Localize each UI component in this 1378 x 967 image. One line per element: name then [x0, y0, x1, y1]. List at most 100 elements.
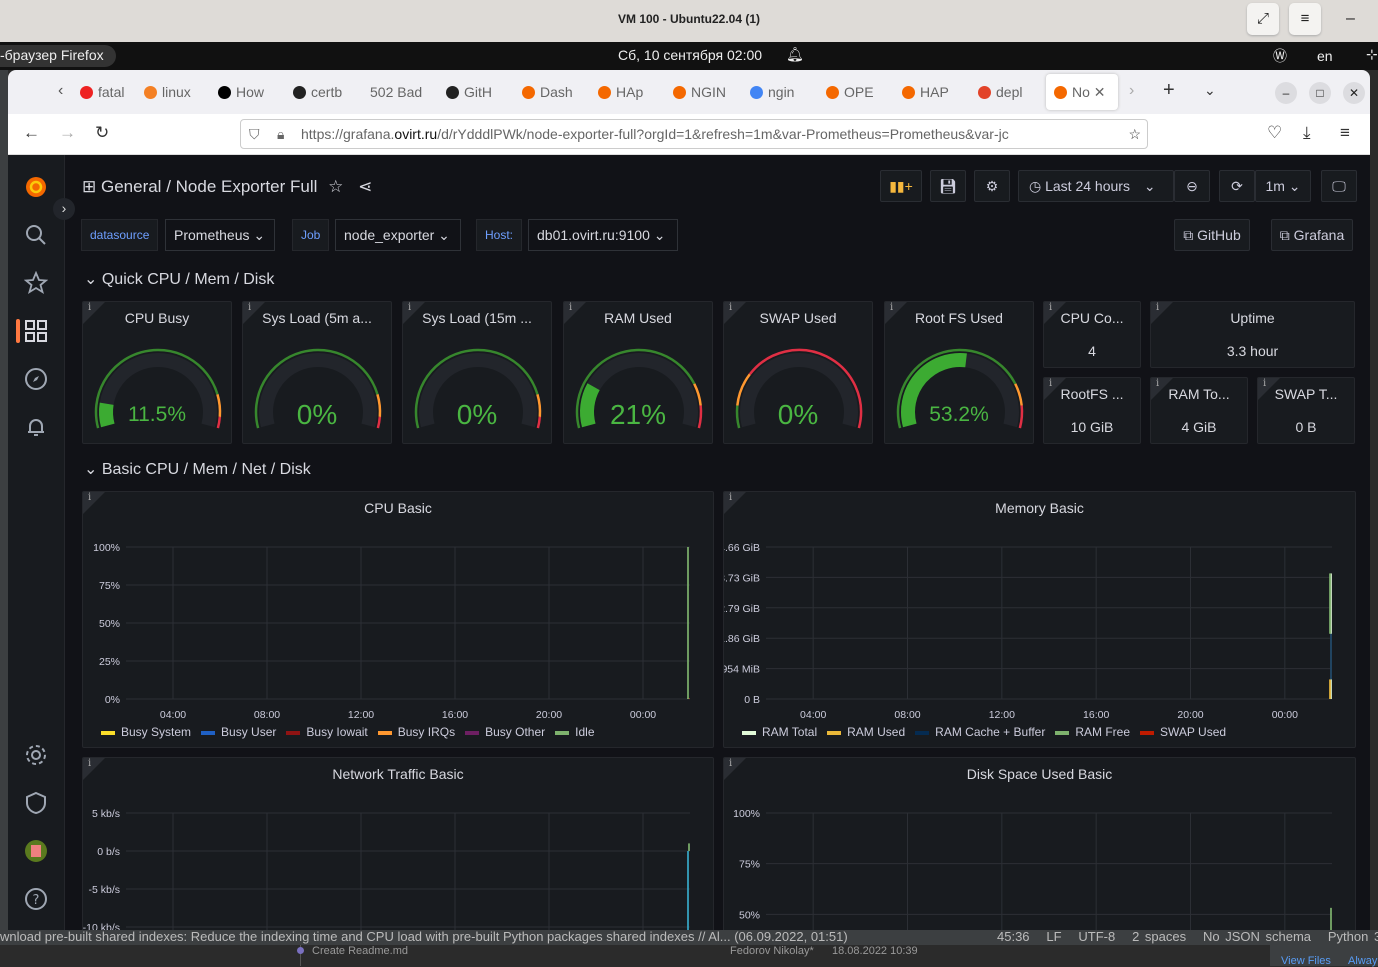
keyboard-layout[interactable]: en — [1317, 48, 1333, 64]
info-icon[interactable]: i — [1044, 378, 1066, 400]
shield-icon[interactable]: ⛉ — [249, 126, 260, 142]
browser-tab[interactable]: HAp — [598, 80, 662, 104]
window-maximize-icon[interactable]: □ — [1309, 82, 1331, 104]
tab-list-chevron-icon[interactable]: ⌄ — [1204, 82, 1216, 98]
legend-item[interactable]: Busy Other — [465, 725, 545, 739]
browser-tab[interactable]: NGIN — [673, 80, 737, 104]
browser-tab[interactable]: Dash — [522, 80, 586, 104]
encoding[interactable]: UTF-8 — [1078, 930, 1116, 944]
caret-position[interactable]: 45:36 — [997, 930, 1030, 944]
window-close-icon[interactable]: ✕ — [1343, 82, 1365, 104]
clock[interactable]: Сб, 10 сентября 02:00 — [618, 47, 763, 63]
browser-tab[interactable]: No ✕ — [1046, 74, 1118, 110]
forward-icon[interactable]: → — [59, 123, 76, 142]
panel-title[interactable]: CPU Co... — [1060, 310, 1124, 326]
browser-tab[interactable]: ngin — [750, 80, 814, 104]
expand-sidebar-button[interactable]: › — [53, 198, 75, 220]
panel-title[interactable]: Disk Space Used Basic — [966, 766, 1113, 782]
browser-tab[interactable]: How — [218, 80, 282, 104]
lock-icon[interactable]: 🔒︎ — [277, 126, 285, 142]
var-datasource-select[interactable]: Prometheus ⌄ — [165, 219, 275, 251]
legend-item[interactable]: RAM Free — [1055, 725, 1130, 739]
time-picker[interactable]: ◷ Last 24 hours ⌄ — [1018, 170, 1174, 202]
shield-icon[interactable] — [24, 791, 48, 815]
refresh-icon[interactable]: ⟳ — [1219, 170, 1255, 202]
info-icon[interactable]: i — [724, 492, 746, 514]
info-icon[interactable]: i — [243, 302, 265, 324]
row-quick-cpu-mem-disk[interactable]: ⌄ Quick CPU / Mem / Disk — [84, 271, 275, 288]
info-icon[interactable]: i — [83, 302, 105, 324]
close-tab-icon[interactable]: ✕ — [1089, 84, 1106, 100]
app-menu-icon[interactable]: ≡ — [1340, 123, 1350, 142]
tabs-scroll-right-icon[interactable]: › — [1129, 82, 1135, 99]
minimize-icon[interactable]: – — [1346, 10, 1355, 27]
avatar[interactable] — [24, 839, 48, 863]
alerting-bell-icon[interactable] — [24, 415, 48, 439]
row-basic-cpu-mem-net-disk[interactable]: ⌄ Basic CPU / Mem / Net / Disk — [84, 461, 311, 478]
panel-title[interactable]: SWAP T... — [1274, 386, 1338, 402]
panel-title[interactable]: CPU Busy — [124, 310, 190, 326]
help-icon[interactable]: ? — [24, 887, 48, 911]
legend-item[interactable]: Idle — [555, 725, 595, 739]
refresh-interval-picker[interactable]: 1m ⌄ — [1255, 170, 1311, 202]
legend-item[interactable]: SWAP Used — [1140, 725, 1226, 739]
json-schema[interactable]: No JSON schema — [1202, 930, 1312, 944]
bell-icon[interactable]: 🔔︎ — [786, 46, 804, 62]
line-ending[interactable]: LF — [1046, 930, 1062, 944]
legend-item[interactable]: RAM Total — [742, 725, 817, 739]
info-icon[interactable]: i — [83, 492, 105, 514]
breadcrumb-folder[interactable]: General — [100, 177, 162, 196]
info-icon[interactable]: i — [564, 302, 586, 324]
info-icon[interactable]: i — [724, 302, 746, 324]
search-icon[interactable] — [24, 223, 48, 247]
tabs-scroll-left-icon[interactable]: ‹ — [58, 82, 64, 99]
active-app[interactable]: -браузер Firefox — [0, 45, 116, 67]
link-github-button[interactable]: ⧉ GitHub — [1174, 219, 1250, 251]
network-icon[interactable]: ⊹ — [1366, 46, 1378, 62]
info-icon[interactable]: i — [1151, 378, 1173, 400]
interpreter[interactable]: Python 3. — [1327, 930, 1378, 944]
add-panel-button[interactable]: ▮▮+ — [880, 170, 922, 202]
share-icon[interactable]: ⋖ — [358, 177, 373, 196]
legend-item[interactable]: RAM Cache + Buffer — [915, 725, 1045, 739]
browser-tab[interactable]: linux — [144, 80, 208, 104]
tv-mode-icon[interactable]: 🖵 — [1321, 170, 1357, 202]
legend-item[interactable]: Busy System — [101, 725, 191, 739]
browser-tab[interactable]: 502 Bad — [370, 80, 434, 104]
legend-item[interactable]: Busy Iowait — [286, 725, 368, 739]
info-icon[interactable]: i — [724, 758, 746, 780]
view-files-link[interactable]: View Files — [1281, 955, 1331, 967]
legend-item[interactable]: Busy User — [201, 725, 276, 739]
back-icon[interactable]: ← — [23, 123, 40, 142]
bookmark-star-icon[interactable]: ☆ — [1124, 120, 1141, 148]
reload-icon[interactable]: ↻ — [95, 123, 110, 142]
browser-tab[interactable]: depl — [978, 80, 1042, 104]
browser-tab[interactable]: OPE — [826, 80, 890, 104]
fullscreen-icon[interactable]: ⤢ — [1247, 3, 1279, 35]
dashboards-icon[interactable] — [24, 319, 48, 343]
indent[interactable]: 2 spaces — [1132, 930, 1187, 944]
save-icon[interactable]: 💾︎ — [930, 170, 966, 202]
var-job-select[interactable]: node_exporter ⌄ — [335, 219, 461, 251]
panel-title[interactable]: Sys Load (15m ... — [422, 310, 532, 326]
commit-message[interactable]: Create Readme.md — [312, 945, 408, 957]
explore-compass-icon[interactable] — [24, 367, 48, 391]
panel-title[interactable]: RootFS ... — [1060, 386, 1124, 402]
star-icon[interactable] — [24, 271, 48, 295]
panel-title[interactable]: CPU Basic — [364, 500, 432, 516]
info-icon[interactable]: i — [403, 302, 425, 324]
gear-icon[interactable]: ⚙ — [974, 170, 1010, 202]
panel-title[interactable]: RAM To... — [1168, 386, 1230, 402]
browser-tab[interactable]: HAP — [902, 80, 966, 104]
panel-title[interactable]: RAM Used — [604, 310, 672, 326]
info-icon[interactable]: i — [885, 302, 907, 324]
panel-title[interactable]: Root FS Used — [915, 310, 1003, 326]
panel-title[interactable]: Network Traffic Basic — [332, 766, 464, 782]
panel-title[interactable]: Sys Load (5m a... — [262, 310, 372, 326]
panel-title[interactable]: Memory Basic — [995, 500, 1084, 516]
menu-icon[interactable]: ≡ — [1289, 3, 1321, 35]
always-link[interactable]: Alway — [1348, 955, 1378, 967]
zoom-out-icon[interactable]: ⊖ — [1174, 170, 1210, 202]
browser-tab[interactable]: GitH — [446, 80, 510, 104]
link-grafana-button[interactable]: ⧉ Grafana — [1271, 219, 1353, 251]
